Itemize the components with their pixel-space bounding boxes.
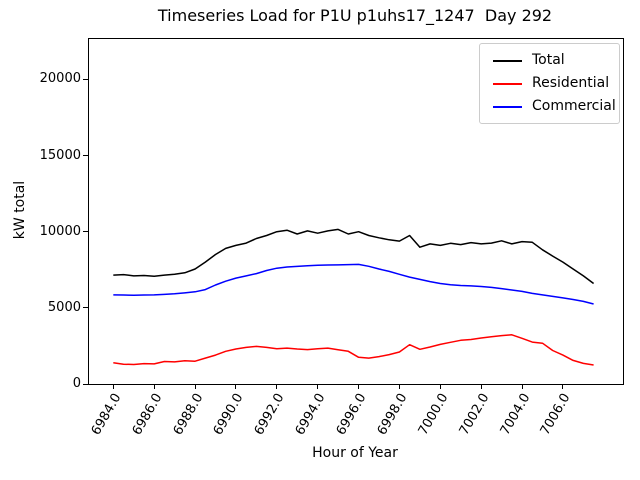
series-line-residential bbox=[113, 334, 594, 366]
legend-label: Total bbox=[532, 52, 565, 68]
x-tick-label: 7004.0 bbox=[497, 391, 534, 438]
x-tick-label: 6994.0 bbox=[292, 391, 329, 438]
legend-entry-total: Total bbox=[486, 49, 613, 72]
x-tick-mark bbox=[398, 384, 400, 389]
x-tick-mark bbox=[439, 384, 441, 389]
x-tick-mark bbox=[194, 384, 196, 389]
x-tick-label: 7006.0 bbox=[538, 391, 574, 438]
x-tick-label: 7002.0 bbox=[456, 391, 493, 438]
y-tick-mark bbox=[83, 78, 88, 80]
legend-entry-residential: Residential bbox=[486, 72, 613, 95]
y-tick-label: 10000 bbox=[39, 223, 81, 239]
y-tick-label: 5000 bbox=[47, 299, 81, 315]
x-tick-label: 6998.0 bbox=[374, 391, 411, 438]
y-tick-label: 15000 bbox=[39, 147, 81, 163]
legend-label: Commercial bbox=[532, 98, 616, 114]
x-tick-label: 6986.0 bbox=[129, 391, 166, 438]
legend-line-swatch bbox=[493, 82, 522, 85]
x-tick-mark bbox=[358, 384, 360, 389]
x-tick-label: 7000.0 bbox=[415, 391, 452, 438]
x-tick-mark bbox=[153, 384, 155, 389]
legend-entry-commercial: Commercial bbox=[486, 95, 616, 118]
x-tick-label: 6996.0 bbox=[333, 391, 370, 438]
y-tick-label: 20000 bbox=[39, 71, 81, 87]
x-tick-label: 6992.0 bbox=[252, 391, 288, 438]
y-tick-mark bbox=[83, 231, 88, 233]
x-axis-label: Hour of Year bbox=[312, 445, 398, 461]
y-tick-mark bbox=[83, 155, 88, 157]
plot-lines bbox=[113, 228, 595, 366]
x-tick-mark bbox=[562, 384, 564, 389]
chart-title: Timeseries Load for P1U p1uhs17_1247 Day… bbox=[157, 6, 553, 25]
x-tick-mark bbox=[276, 384, 278, 389]
y-tick-mark bbox=[83, 307, 88, 309]
legend-label: Residential bbox=[532, 75, 610, 91]
series-line-commercial bbox=[113, 263, 594, 305]
series-line-total bbox=[113, 228, 595, 285]
x-tick-label: 6990.0 bbox=[211, 391, 247, 438]
x-tick-mark bbox=[112, 384, 114, 389]
legend-line-swatch bbox=[493, 105, 522, 108]
y-axis-label: kW total bbox=[12, 180, 28, 240]
legend: Total Residential Commercial bbox=[479, 43, 620, 124]
x-tick-mark bbox=[480, 384, 482, 389]
x-tick-mark bbox=[521, 384, 523, 389]
x-tick-label: 6988.0 bbox=[170, 391, 207, 438]
y-tick-label: 0 bbox=[72, 376, 81, 391]
legend-line-swatch bbox=[493, 59, 522, 62]
x-tick-mark bbox=[317, 384, 319, 389]
plot-area: Total Residential Commercial 0 5000 10000 150… bbox=[40, 38, 624, 438]
x-tick-mark bbox=[235, 384, 237, 389]
y-tick-mark bbox=[83, 383, 88, 385]
x-tick-label: 6984.0 bbox=[88, 391, 125, 438]
